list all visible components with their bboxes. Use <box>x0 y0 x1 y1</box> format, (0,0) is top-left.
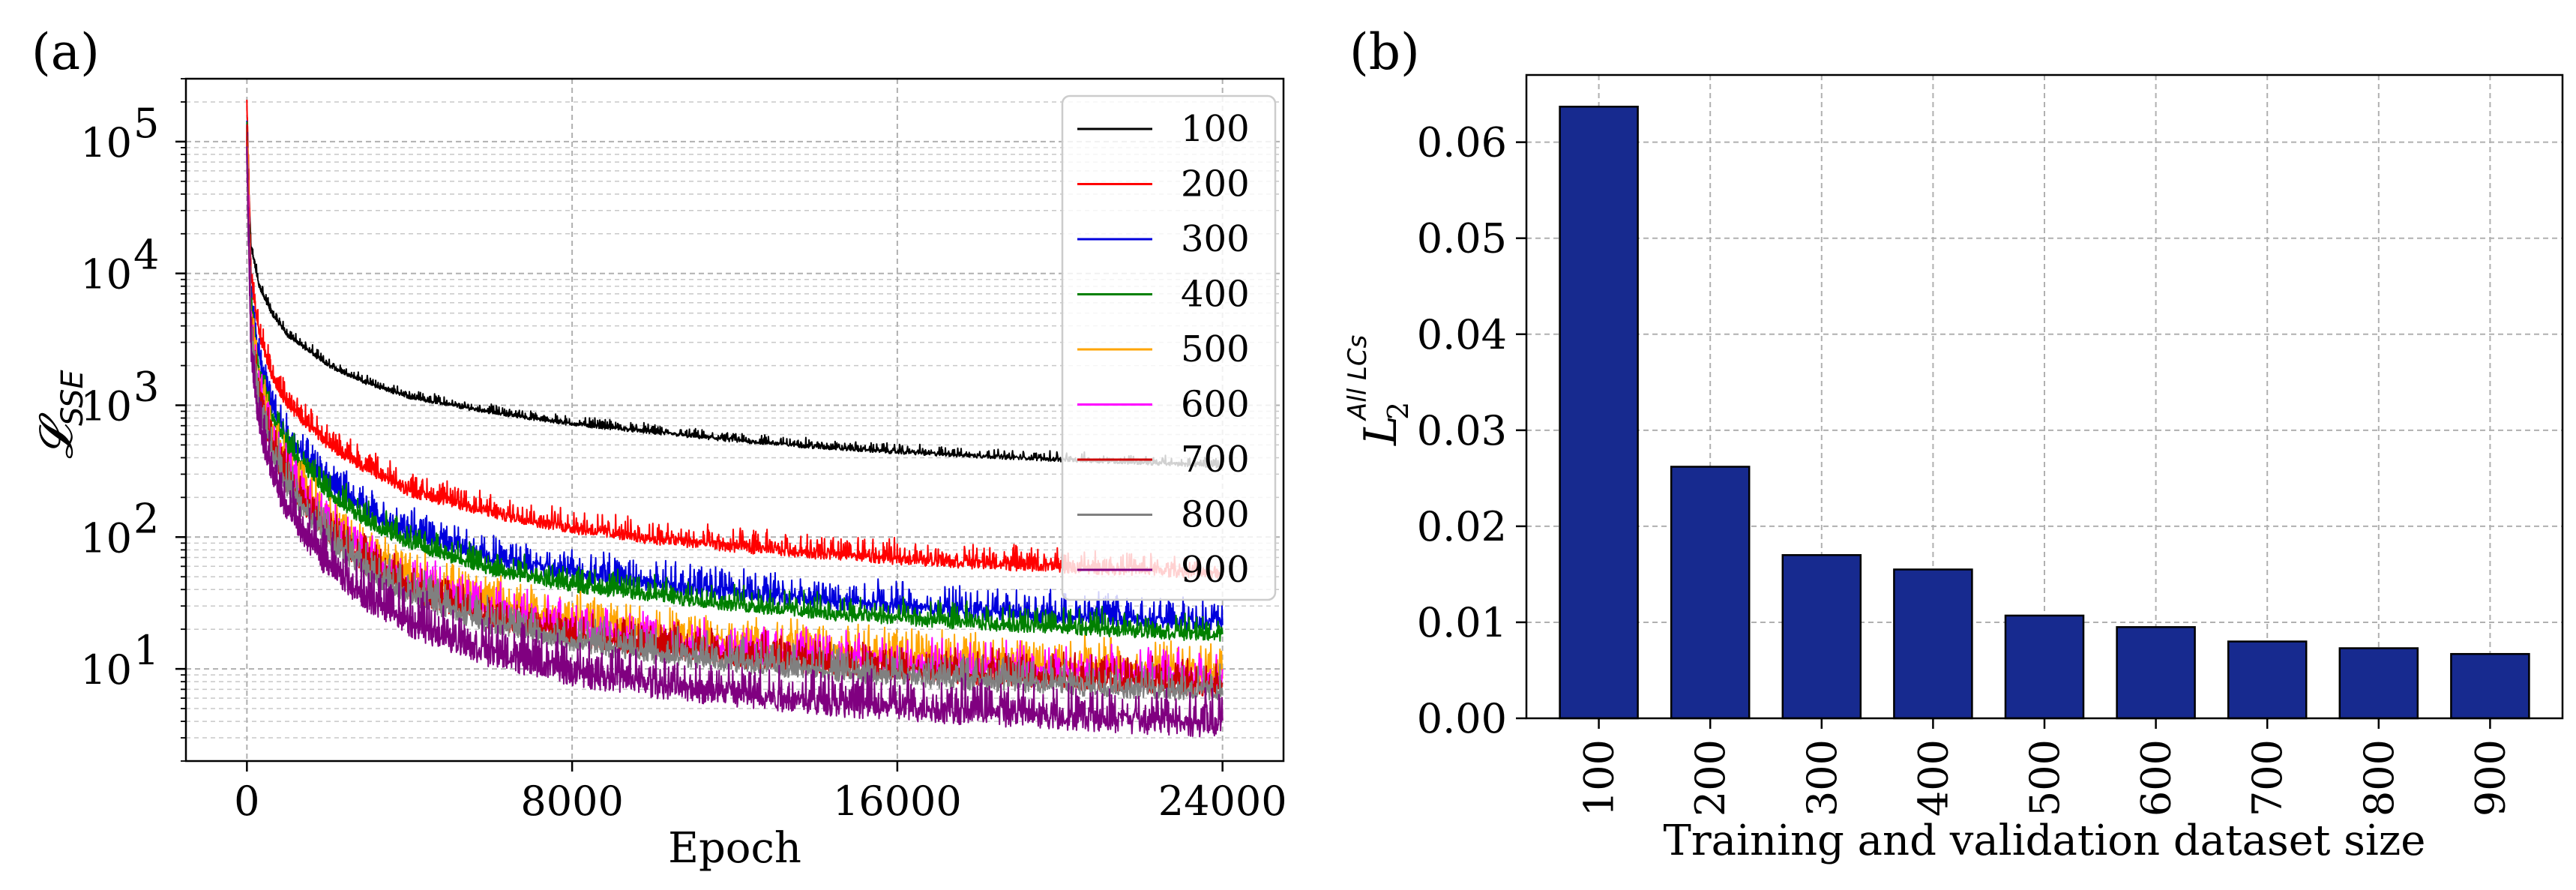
bar-900 <box>2450 652 2530 720</box>
y-tick-label: 10 <box>80 251 132 298</box>
panel-a-legend: 100 200 300 400 500 600 700 800 900 <box>1061 94 1277 601</box>
x-tick-label: 300 <box>1799 739 1846 817</box>
panel-b-y-axis-subscript: 2 <box>1382 402 1415 420</box>
series-line-400 <box>246 121 1224 642</box>
bar-500 <box>2004 614 2085 720</box>
panel-b-bars <box>1559 106 2530 720</box>
panel-a-frame <box>184 77 1285 763</box>
legend-label-400: 400 <box>1181 274 1250 316</box>
y-tick-label: 0.03 <box>1417 407 1507 454</box>
legend-label-100: 100 <box>1181 108 1250 150</box>
series-line-100 <box>246 133 1224 469</box>
y-tick-label-exponent: 2 <box>133 495 159 542</box>
legend-label-800: 800 <box>1181 494 1250 536</box>
bar-600 <box>2116 626 2196 720</box>
y-tick-label: 10 <box>80 514 132 562</box>
legend-label-500: 500 <box>1181 328 1250 370</box>
panel-b-y-axis: 0.00 0.01 0.02 0.03 0.04 0.05 0.06 <box>1417 119 1526 742</box>
y-tick-label: 0.04 <box>1417 311 1507 358</box>
y-tick-label-exponent: 1 <box>133 627 159 674</box>
x-tick-label: 100 <box>1576 739 1623 817</box>
x-tick-label: 600 <box>2133 739 2180 817</box>
panel-b-x-axis: 100 200 300 400 500 600 700 800 900 <box>1576 718 2514 817</box>
x-tick-label: 0 <box>234 778 259 825</box>
panel-a-label: (a) <box>31 23 100 81</box>
y-tick-label: 0.00 <box>1417 695 1507 742</box>
y-tick-label-exponent: 3 <box>133 363 159 410</box>
x-tick-label: 500 <box>2021 739 2068 817</box>
x-tick-label: 700 <box>2244 739 2291 817</box>
panel-b-y-axis-symbol: L <box>1355 415 1407 446</box>
panel-b-label: (b) <box>1349 23 1420 81</box>
panel-a-y-axis-subscript: SSE <box>55 370 90 426</box>
bar-700 <box>2227 640 2308 720</box>
legend-label-300: 300 <box>1181 218 1250 260</box>
y-tick-label: 0.02 <box>1417 503 1507 550</box>
legend-label-900: 900 <box>1181 549 1250 591</box>
legend-label-600: 600 <box>1181 384 1250 426</box>
panel-a-y-axis-label: 𝓛 SSE <box>28 370 90 459</box>
panel-b-y-axis-superscript: All LCs <box>1343 335 1373 421</box>
x-tick-label: 800 <box>2356 739 2403 817</box>
y-tick-label: 0.01 <box>1417 599 1507 646</box>
x-tick-label: 8000 <box>520 778 623 825</box>
y-tick-label: 10 <box>80 382 132 430</box>
bar-200 <box>1670 466 1751 720</box>
panel-b-x-axis-label: Training and validation dataset size <box>1664 817 2426 865</box>
panel-b-y-axis-label: L 2 All LCs <box>1343 335 1415 446</box>
legend-label-200: 200 <box>1181 163 1250 205</box>
series-line-200 <box>246 99 1224 580</box>
y-tick-label: 10 <box>80 646 132 694</box>
bar-300 <box>1781 554 1862 720</box>
series-line-800 <box>246 154 1224 701</box>
panel-b: (b) 0.00 0.01 0.02 0.03 0.04 0.05 0.06 100 200 3… <box>1343 23 2564 865</box>
y-tick-label: 0.05 <box>1417 215 1507 262</box>
bar-800 <box>2338 647 2419 720</box>
series-line-900 <box>246 146 1224 738</box>
y-tick-label-exponent: 5 <box>133 100 159 147</box>
panel-a-series <box>246 99 1224 738</box>
x-tick-label: 24000 <box>1158 778 1287 825</box>
panel-a-x-axis-label: Epoch <box>668 824 801 873</box>
y-tick-label-exponent: 4 <box>133 232 159 279</box>
x-tick-label: 400 <box>1910 739 1957 817</box>
y-tick-label: 10 <box>80 119 132 166</box>
x-tick-label: 900 <box>2467 739 2514 817</box>
bar-400 <box>1893 568 1973 720</box>
x-tick-label: 200 <box>1687 739 1734 817</box>
panel-a-x-axis: 0 8000 16000 24000 <box>234 761 1287 825</box>
legend-label-700: 700 <box>1181 439 1250 481</box>
x-tick-label: 16000 <box>833 778 962 825</box>
y-tick-label: 0.06 <box>1417 119 1507 166</box>
bar-100 <box>1559 106 1639 720</box>
